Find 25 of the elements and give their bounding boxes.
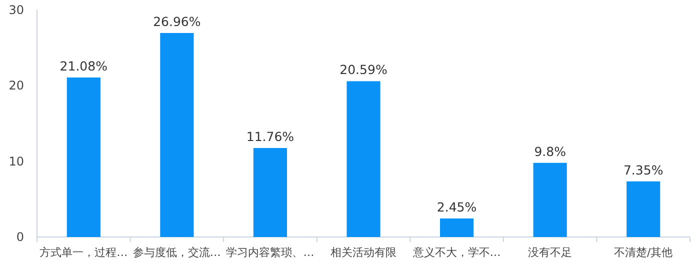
bar	[626, 181, 660, 237]
data-label: 11.76%	[246, 129, 294, 144]
y-tick-label: 20	[8, 78, 24, 93]
bar	[66, 77, 100, 237]
bar	[346, 81, 380, 237]
x-tick-label: 相关活动有限	[330, 246, 396, 259]
x-tick-label: 没有不足	[528, 246, 572, 259]
data-label: 7.35%	[624, 162, 664, 178]
x-tick-label: 学习内容繁琐、…	[226, 246, 314, 259]
data-label: 9.8%	[534, 144, 566, 159]
y-tick-label: 10	[8, 154, 24, 168]
data-label: 20.59%	[340, 62, 388, 78]
bar	[440, 218, 474, 237]
bar	[253, 148, 288, 237]
y-tick-label: 30	[8, 3, 24, 17]
bar	[160, 33, 194, 237]
data-label: 21.08%	[60, 58, 108, 74]
x-tick-label: 不清楚/其他	[614, 246, 673, 259]
data-label: 26.96%	[153, 14, 201, 30]
x-tick-label: 意义不大，学不…	[412, 246, 501, 259]
x-tick-label: 参与度低，交流…	[132, 246, 221, 259]
x-tick-label: 方式单一，过程…	[40, 246, 128, 259]
bar	[533, 162, 567, 237]
y-tick-label: 0	[16, 230, 24, 244]
data-label: 2.45%	[436, 199, 477, 214]
